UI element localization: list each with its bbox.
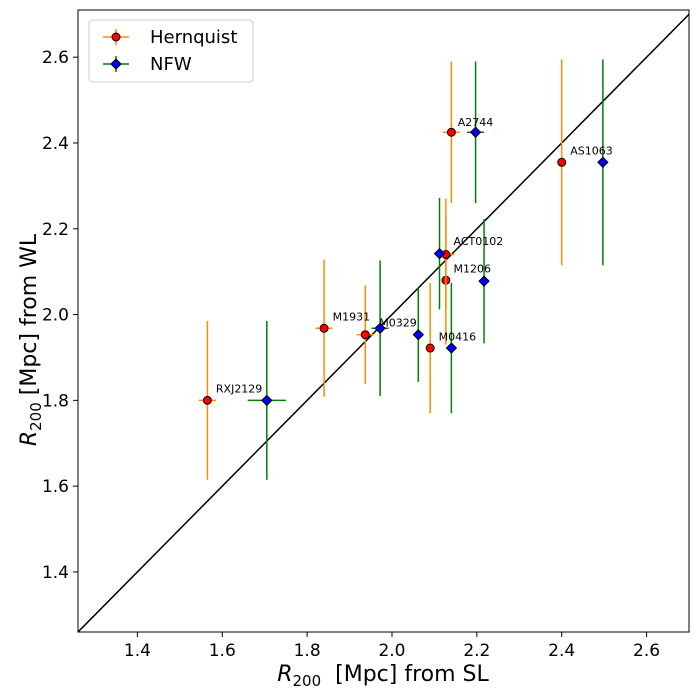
x-tick-label: 2.0 [378, 641, 405, 661]
plot-area: 1.4 1.6 1.8 2.0 2.2 2.4 2.6 1.4 1.6 1.8 2.0 2.2 2.4 2… [42, 9, 690, 661]
svg-text:R200 [Mpc] from SL: R200 [Mpc] from SL [277, 662, 489, 690]
cluster-label: RXJ2129 [216, 383, 262, 396]
hernquist-point [425, 343, 435, 353]
y-tick-label: 1.8 [42, 391, 69, 411]
cluster-label: M0329 [379, 317, 417, 330]
x-axis-label-text: [Mpc] from SL [321, 662, 489, 687]
nfw-point [412, 329, 425, 341]
one-to-one-line [78, 13, 689, 632]
legend-hernquist-label: Hernquist [150, 27, 237, 48]
nfw-point [433, 247, 446, 260]
cluster-label: ACT0102 [454, 235, 504, 248]
hernquist-point [446, 127, 456, 137]
nfw-point [374, 322, 386, 334]
y-tick-label: 1.6 [42, 477, 69, 497]
y-tick-label: 2.4 [42, 134, 69, 154]
y-axis-label-symbol: R [17, 431, 42, 446]
hernquist-point [202, 395, 212, 405]
cluster-label: M0416 [439, 330, 477, 343]
cluster-label: M1206 [454, 263, 492, 276]
plot-frame [77, 9, 690, 633]
cluster-label: M1931 [333, 311, 371, 324]
x-tick-label: 2.6 [633, 641, 660, 661]
legend-hernquist-marker [111, 32, 121, 42]
nfw-point [261, 394, 273, 407]
x-tick-label: 1.8 [294, 641, 321, 661]
cluster-label: AS1063 [570, 145, 613, 158]
x-tick-label: 1.6 [209, 641, 236, 661]
nfw-point [478, 275, 490, 287]
x-axis-label-symbol: R [277, 662, 292, 687]
hernquist-point [360, 330, 370, 340]
svg-text:R200 [Mpc] from WL: R200 [Mpc] from WL [17, 233, 45, 446]
y-tick-label: 2.6 [42, 48, 69, 68]
plot-content: RXJ2129 M1931 M0329 M0416 M1206 ACT0102 A2744 A… [78, 13, 689, 632]
y-axis-label: R200 [Mpc] from WL [17, 233, 45, 446]
nfw-point [469, 126, 482, 138]
legend-box [88, 19, 254, 83]
legend-nfw-label: NFW [150, 54, 192, 75]
nfw-point [597, 156, 609, 168]
y-tick-label: 2.0 [42, 306, 69, 326]
nfw-point [445, 342, 458, 354]
legend: Hernquist NFW [88, 19, 254, 83]
y-axis-label-subscript: 200 [27, 402, 45, 431]
cluster-label: A2744 [458, 116, 494, 129]
x-tick-label: 1.4 [124, 641, 151, 661]
y-axis-label-text: [Mpc] from WL [17, 233, 42, 402]
x-tick-label: 2.2 [463, 641, 490, 661]
y-tick-label: 1.4 [42, 563, 69, 583]
legend-nfw-marker [110, 58, 122, 70]
x-axis-label-subscript: 200 [293, 672, 322, 690]
hernquist-point [319, 323, 329, 333]
x-axis-label: R200 [Mpc] from SL [277, 662, 489, 690]
hernquist-point [557, 157, 567, 167]
y-tick-label: 2.2 [42, 220, 69, 240]
x-tick-label: 2.4 [548, 641, 575, 661]
